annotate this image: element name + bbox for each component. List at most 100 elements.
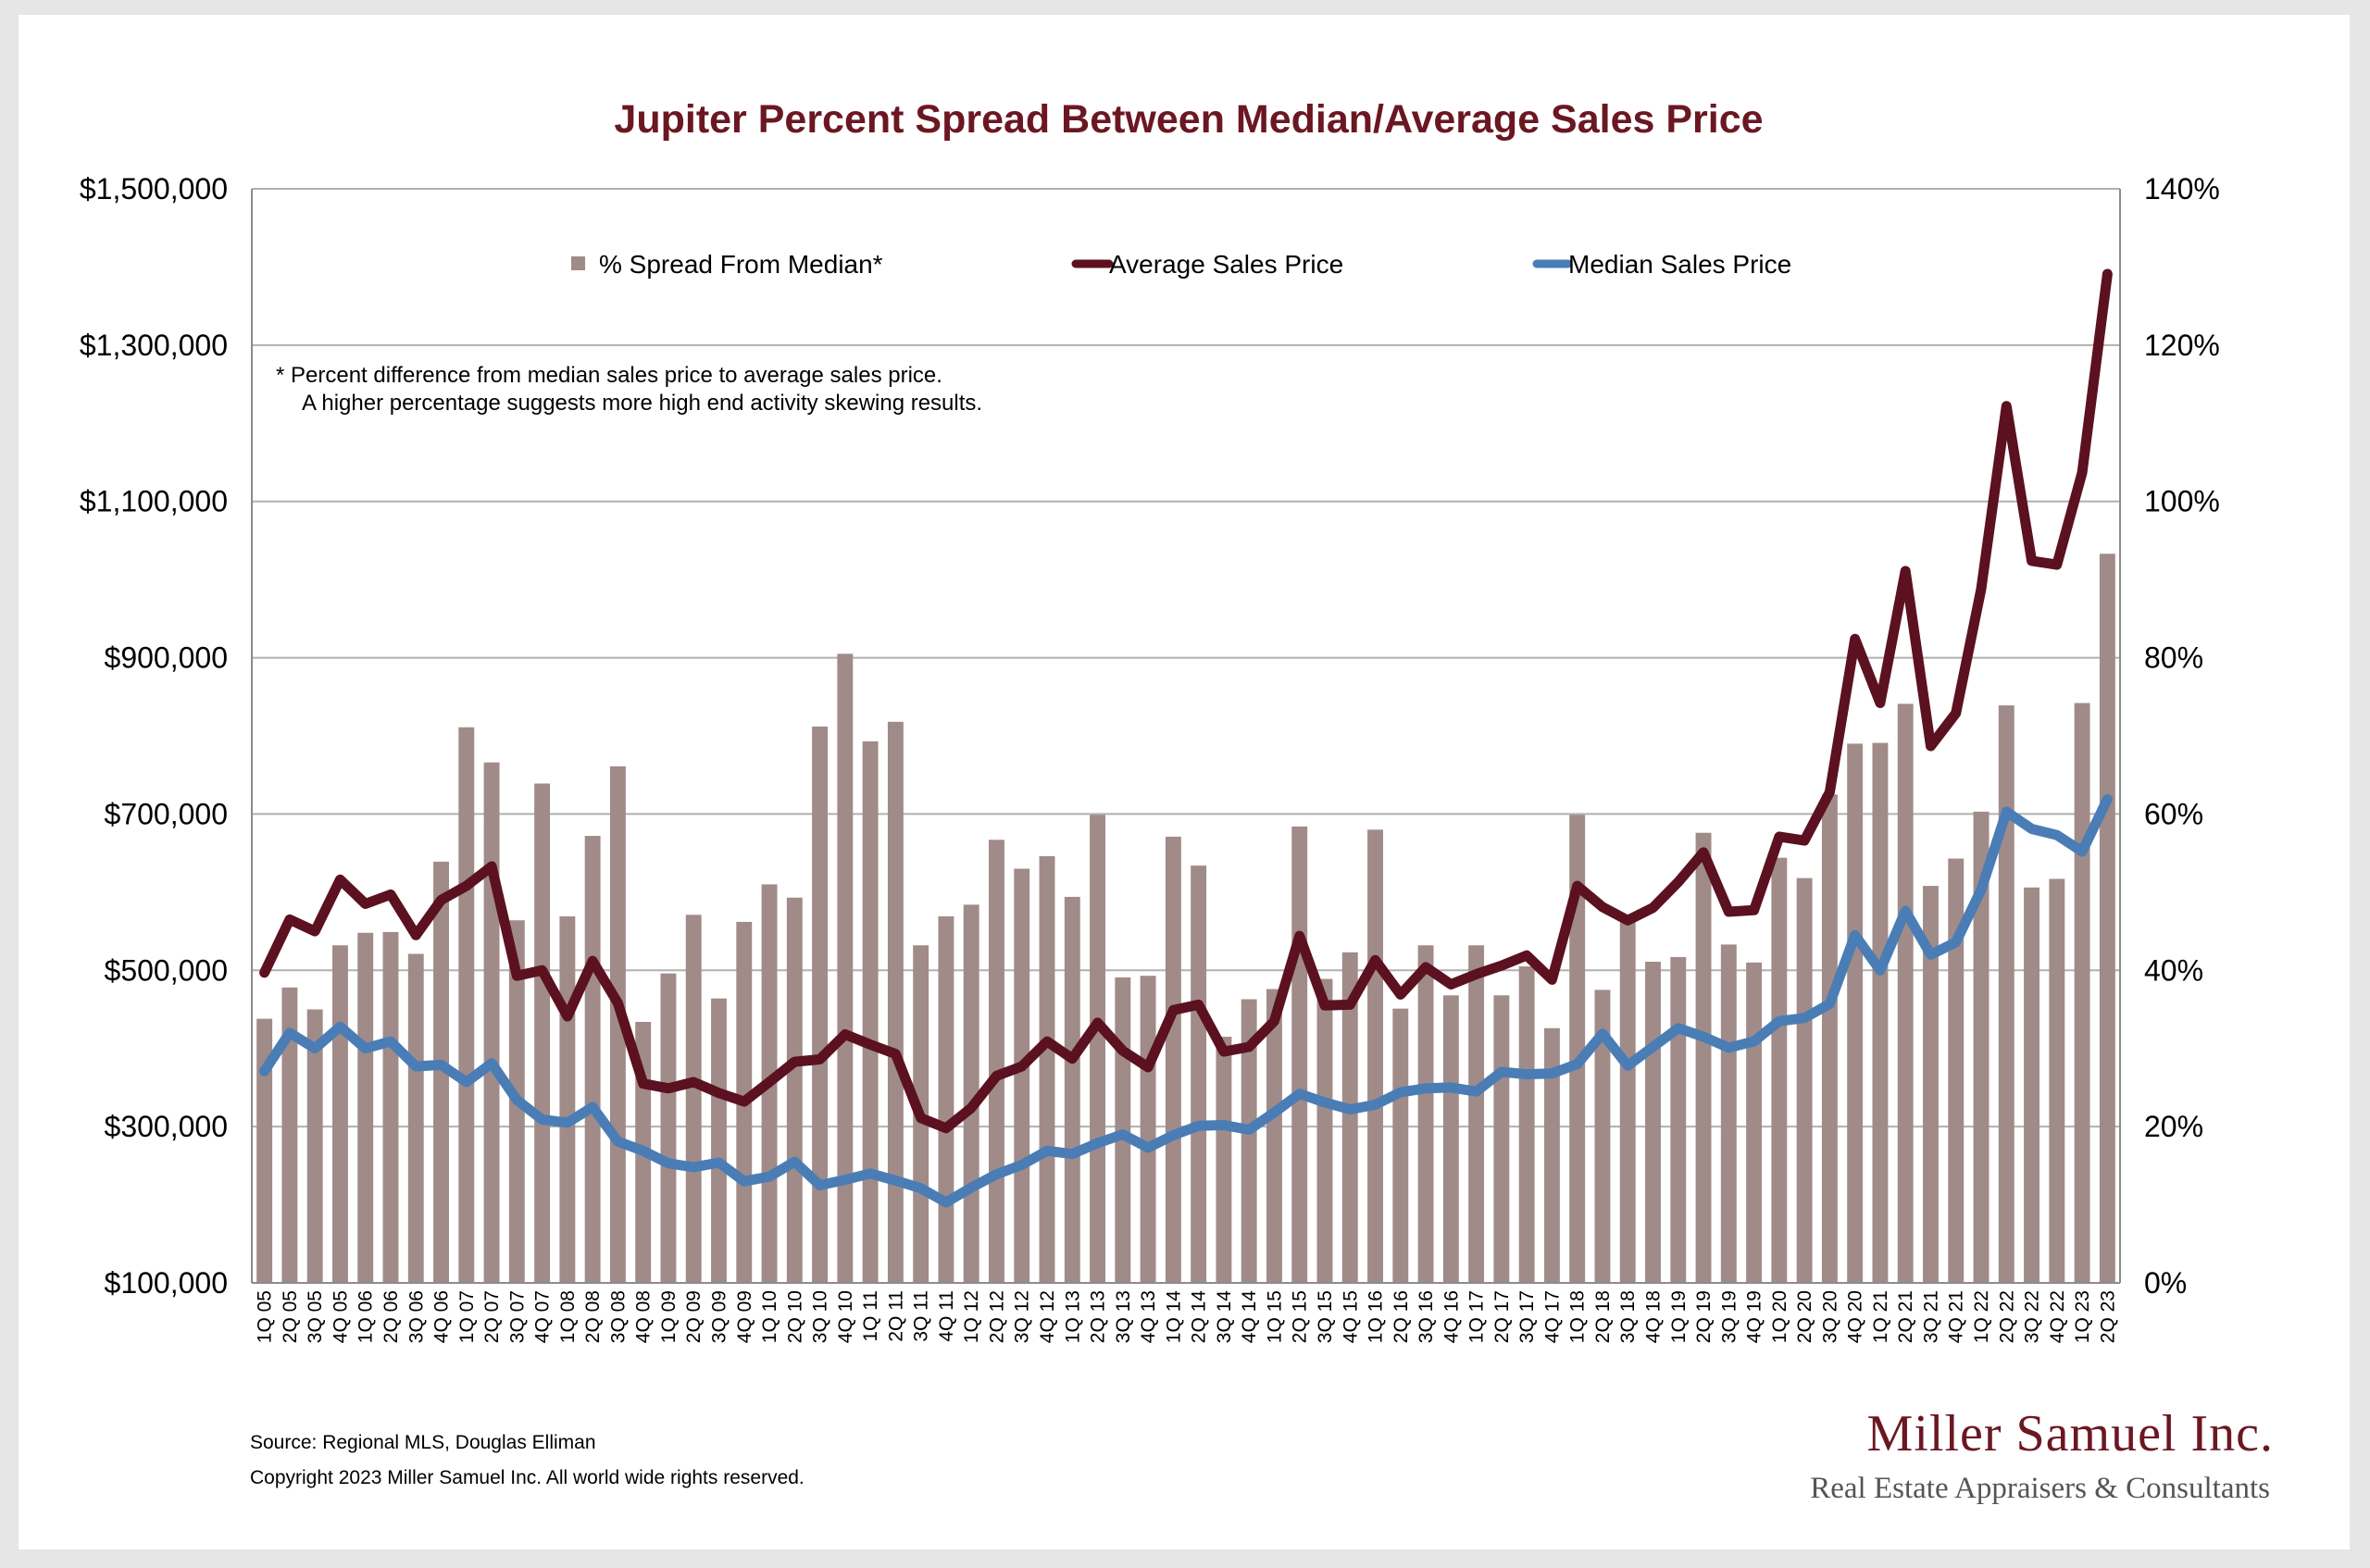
x-tick-label: 3Q 09 [709, 1290, 730, 1343]
axes [251, 189, 2121, 1284]
spread-bar [1090, 815, 1106, 1283]
spread-bar [1291, 826, 1308, 1283]
spread-bar [938, 916, 954, 1283]
spread-bar [685, 915, 702, 1283]
x-tick-label: 4Q 17 [1541, 1290, 1563, 1343]
x-tick-label: 2Q 15 [1290, 1290, 1311, 1343]
x-tick-label: 2Q 22 [1996, 1290, 2017, 1343]
right-tick-label: 100% [2144, 485, 2220, 518]
spread-bar [812, 726, 829, 1283]
x-tick-label: 2Q 12 [986, 1290, 1007, 1343]
spread-bar [2099, 554, 2115, 1283]
spread-bar [1241, 999, 1257, 1283]
average-price-line [259, 268, 2113, 1134]
x-tick-label: 2Q 18 [1592, 1290, 1614, 1343]
spread-bar [458, 727, 475, 1283]
x-tick-label: 4Q 12 [1037, 1290, 1058, 1343]
spread-bar [887, 721, 904, 1283]
spread-bar [1039, 856, 1055, 1283]
spread-bar [1948, 858, 1965, 1283]
spread-bar [660, 973, 677, 1283]
copyright-text: Copyright 2023 Miller Samuel Inc. All wo… [250, 1467, 805, 1488]
right-tick-label: 60% [2144, 797, 2203, 830]
x-tick-label: 3Q 13 [1113, 1290, 1134, 1343]
spread-bar [281, 987, 298, 1283]
x-tick-label: 3Q 07 [506, 1290, 528, 1343]
legend-label-median: Median Sales Price [1568, 250, 1791, 279]
spread-bar [837, 653, 854, 1283]
x-tick-label: 3Q 14 [1214, 1290, 1235, 1344]
x-tick-label: 2Q 10 [784, 1290, 805, 1343]
spread-bar [1720, 944, 1737, 1283]
x-tick-label: 1Q 11 [860, 1290, 881, 1342]
logo-tagline: Real Estate Appraisers & Consultants [1810, 1472, 2270, 1505]
x-tick-label: 1Q 10 [759, 1290, 780, 1343]
x-tick-label: 1Q 07 [456, 1290, 478, 1343]
spread-bar [2024, 887, 2040, 1283]
spread-bar [256, 1018, 273, 1283]
line-series [259, 268, 2113, 1208]
x-tick-label: 4Q 09 [734, 1290, 755, 1343]
x-tick-label: 2Q 20 [1794, 1290, 1815, 1343]
x-tick-label: 1Q 12 [961, 1290, 982, 1343]
x-tick-label: 4Q 07 [532, 1290, 554, 1343]
x-tick-label: 3Q 16 [1416, 1290, 1437, 1343]
right-tick-label: 40% [2144, 953, 2203, 987]
x-tick-label: 3Q 11 [911, 1290, 932, 1342]
x-tick-label: 3Q 08 [607, 1290, 629, 1343]
spread-bar [1670, 956, 1687, 1283]
x-tick-label: 4Q 06 [431, 1290, 453, 1343]
x-tick-label: 1Q 09 [658, 1290, 680, 1343]
spread-bar [711, 998, 727, 1283]
legend-swatch-spread [571, 256, 585, 270]
spread-bar [534, 783, 551, 1283]
footnote-line-1: * Percent difference from median sales p… [276, 363, 942, 388]
x-tick-label: 1Q 19 [1668, 1290, 1690, 1343]
spread-bar [483, 762, 500, 1283]
source-text: Source: Regional MLS, Douglas Elliman [250, 1432, 596, 1453]
spread-bar [1872, 742, 1889, 1283]
legend-label-spread: % Spread From Median* [599, 250, 883, 279]
left-tick-label: $300,000 [105, 1110, 228, 1143]
x-tick-label: 2Q 08 [582, 1290, 604, 1343]
spread-bar [357, 932, 374, 1283]
x-tick-label: 1Q 18 [1567, 1290, 1589, 1343]
x-axis-ticks: 1Q 05 2Q 05 3Q 05 4Q 05 1Q 06 2Q 06 3Q 06 4Q 06… [255, 1290, 2119, 1344]
spread-bar [1191, 865, 1207, 1283]
x-tick-label: 4Q 10 [835, 1290, 856, 1343]
spread-bar [609, 765, 626, 1283]
spread-bar [1165, 836, 1181, 1283]
x-tick-label: 2Q 09 [683, 1290, 705, 1343]
spread-bar [331, 945, 348, 1283]
spread-bar [1695, 832, 1712, 1283]
company-logo: Miller Samuel Inc. Real Estate Appraiser… [1810, 1405, 2273, 1505]
footnote: * Percent difference from median sales p… [276, 363, 982, 416]
spread-bar [2049, 878, 2065, 1283]
spread-bar [584, 836, 601, 1283]
footnote-line-2: A higher percentage suggests more high e… [302, 391, 982, 416]
x-tick-label: 2Q 13 [1088, 1290, 1109, 1343]
left-tick-label: $700,000 [105, 797, 228, 830]
x-tick-label: 2Q 16 [1391, 1290, 1412, 1343]
x-tick-label: 2Q 07 [481, 1290, 503, 1343]
x-tick-label: 4Q 20 [1845, 1290, 1866, 1343]
x-tick-label: 4Q 05 [330, 1290, 351, 1343]
spread-bar [1998, 705, 2014, 1283]
spread-bar [1266, 989, 1282, 1283]
x-tick-label: 4Q 13 [1138, 1290, 1159, 1343]
x-tick-label: 4Q 14 [1239, 1290, 1260, 1344]
x-tick-label: 2Q 05 [280, 1290, 301, 1343]
spread-bar [1796, 877, 1813, 1283]
x-tick-label: 1Q 16 [1366, 1290, 1387, 1343]
spread-bar [862, 740, 879, 1283]
spread-bar [1442, 995, 1459, 1283]
right-tick-label: 0% [2144, 1266, 2187, 1300]
spread-bar [407, 953, 424, 1283]
spread-bar [559, 916, 576, 1283]
spread-bar [1923, 886, 1939, 1283]
spread-bar [1897, 703, 1914, 1283]
left-axis-ticks: $100,000 $300,000 $500,000 $700,000 $900,000… [80, 172, 228, 1300]
x-tick-label: 2Q 21 [1895, 1290, 1916, 1343]
spread-bar [989, 840, 1004, 1283]
